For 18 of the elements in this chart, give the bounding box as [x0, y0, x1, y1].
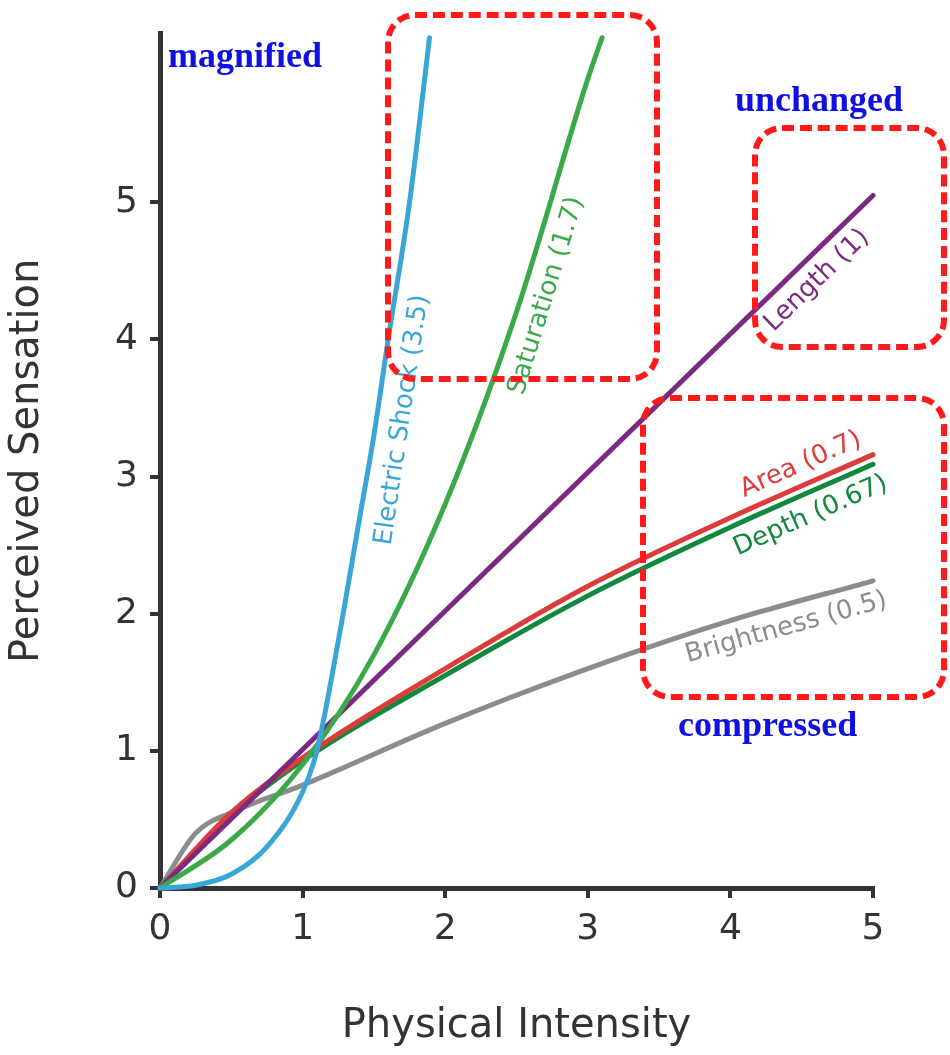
y-tick-label: 2: [115, 590, 138, 632]
y-tick-label: 5: [115, 178, 138, 220]
x-tick-label: 3: [576, 905, 600, 947]
y-tick-label: 0: [115, 864, 138, 906]
x-tick-label: 2: [433, 905, 457, 947]
y-axis-title: Perceived Sensation: [1, 258, 48, 663]
x-tick-label: 4: [718, 905, 742, 947]
x-tick-label: 5: [861, 905, 885, 947]
x-axis-title: Physical Intensity: [341, 1000, 692, 1047]
annotation: magnified: [168, 35, 323, 76]
y-tick-label: 4: [115, 315, 138, 357]
y-tick-label: 3: [115, 452, 138, 494]
annotation: unchanged: [735, 79, 904, 120]
y-tick-label: 1: [115, 727, 138, 769]
x-tick-label: 1: [291, 905, 315, 947]
annotation: compressed: [678, 704, 858, 745]
x-tick-label: 0: [148, 905, 172, 947]
text: Electric Shock (3.5): [366, 292, 434, 547]
